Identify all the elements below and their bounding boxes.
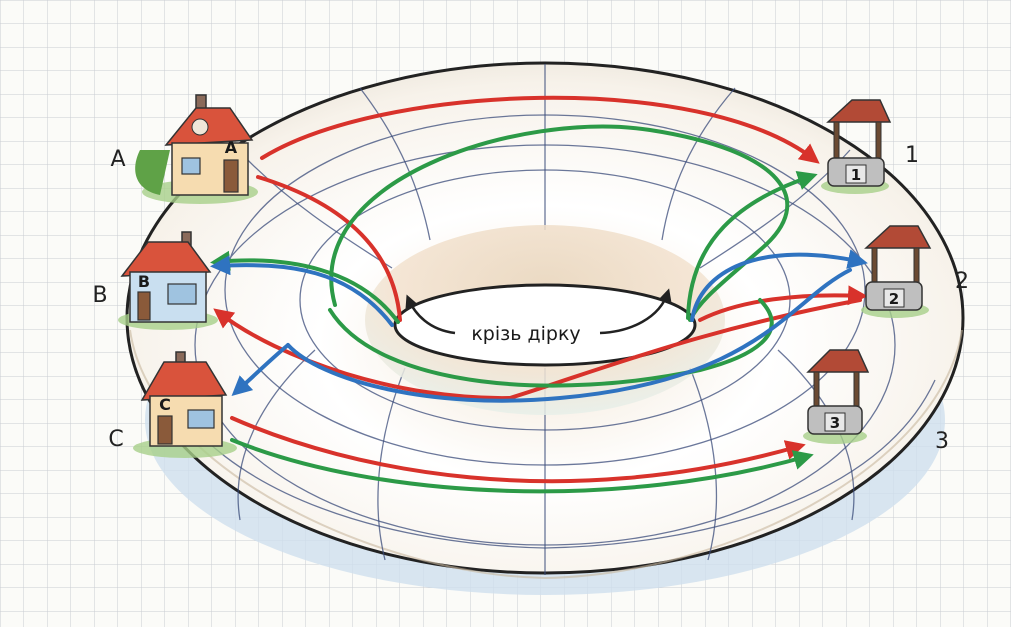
door-icon xyxy=(157,415,173,445)
door-icon xyxy=(137,291,151,321)
well-roof-icon xyxy=(864,225,932,249)
house-C-door-label: C xyxy=(159,395,171,414)
house-A-side-label: A xyxy=(110,147,125,172)
path-green-C-3 xyxy=(230,438,814,494)
path-green-hole-1 xyxy=(686,170,818,320)
center-arrow-right xyxy=(599,288,672,335)
house-C: C C xyxy=(108,351,237,458)
path-blue-2-loop xyxy=(286,268,852,403)
path-red-A-1 xyxy=(260,95,820,164)
window-icon xyxy=(167,283,197,305)
round-window-icon xyxy=(191,118,209,136)
house-A-door-label: A xyxy=(225,138,238,157)
well-1: 1 1 xyxy=(821,99,919,194)
path-green-loop xyxy=(329,124,790,322)
house-B-side-label: B xyxy=(92,283,107,308)
house-B: B B xyxy=(92,231,218,330)
path-blue-hole-B xyxy=(210,255,394,327)
path-blue-to-C xyxy=(231,343,290,397)
window-icon xyxy=(181,157,201,175)
well-1-side-label: 1 xyxy=(905,143,919,168)
bush-icon xyxy=(135,150,170,195)
path-green-hole-B xyxy=(210,250,400,324)
center-label: крізь дірку xyxy=(471,323,580,345)
well-2: 2 2 xyxy=(861,225,969,318)
well-1-base-label: 1 xyxy=(851,166,861,184)
path-blue-hole-2 xyxy=(690,249,868,322)
well-2-side-label: 2 xyxy=(955,269,969,294)
path-green-inner xyxy=(328,298,774,388)
well-3-base-label: 3 xyxy=(830,414,840,432)
well-3-side-label: 3 xyxy=(935,429,949,454)
path-red-2-B xyxy=(213,298,862,401)
well-3: 3 3 xyxy=(803,349,949,454)
path-red-C-3 xyxy=(230,416,806,484)
window-icon xyxy=(187,409,215,429)
center-arrow-left xyxy=(405,294,456,335)
path-red-A-hole xyxy=(256,175,402,322)
house-A: A A xyxy=(110,94,258,204)
path-red-hole-2 xyxy=(698,285,868,322)
house-B-door-label: B xyxy=(138,272,150,291)
well-roof-icon xyxy=(826,99,892,123)
door-icon xyxy=(223,159,239,193)
center-label-group: крізь дірку xyxy=(405,288,672,348)
paths xyxy=(210,95,868,494)
house-C-side-label: C xyxy=(108,427,123,452)
house-A-roof xyxy=(164,107,254,146)
well-2-base-label: 2 xyxy=(889,290,899,308)
center-label-bg xyxy=(452,318,600,348)
well-roof-icon xyxy=(806,349,870,373)
